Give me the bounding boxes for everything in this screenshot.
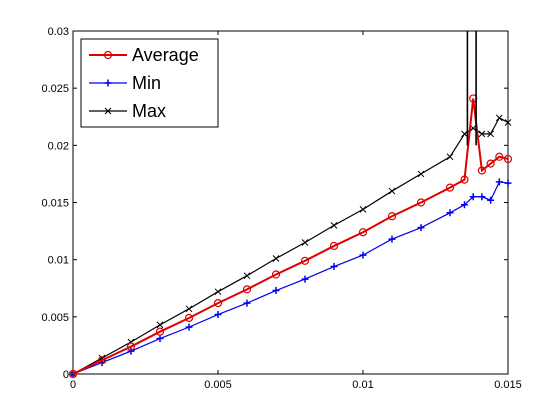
data-point-average: [445, 183, 455, 192]
data-point-max: [417, 170, 425, 178]
legend-label-min: Min: [132, 73, 161, 93]
data-point-max: [214, 288, 222, 296]
x-axis: 0 0.005 0.01 0.015: [70, 31, 522, 391]
data-point-average: [271, 270, 281, 279]
data-point-max: [359, 206, 367, 213]
data-point-average: [184, 313, 194, 323]
data-point-max: [243, 272, 251, 280]
y-tick-label: 0.03: [48, 26, 69, 38]
data-point-average: [486, 159, 495, 168]
data-point-min: [243, 299, 251, 307]
data-point-min: [214, 311, 222, 319]
x-tick-label: 0.005: [204, 379, 232, 391]
data-point-max: [272, 255, 280, 262]
data-point-min: [469, 193, 477, 201]
y-axis: 0 0.005 0.01 0.015 0.02 0.025 0.03: [41, 26, 508, 381]
legend-marker-min: [104, 79, 112, 87]
data-point-average: [503, 154, 513, 164]
legend-marker-average: [103, 50, 113, 60]
data-point-average: [155, 327, 165, 336]
data-point-min: [461, 201, 468, 209]
data-point-max: [487, 130, 494, 138]
data-point-average: [495, 152, 504, 161]
legend-label-max: Max: [132, 101, 166, 121]
data-point-average: [416, 198, 426, 207]
legend-marker-max: [104, 107, 112, 115]
data-point-max: [388, 187, 396, 195]
data-point-min: [446, 209, 454, 217]
data-point-average: [460, 175, 469, 184]
data-point-average: [242, 285, 252, 294]
data-point-average: [213, 299, 223, 308]
data-point-max: [330, 222, 338, 229]
y-tick-label: 0.015: [41, 198, 69, 210]
data-point-max: [461, 130, 468, 138]
data-point-min: [478, 193, 486, 201]
data-point-min: [495, 178, 503, 186]
data-point-max: [446, 153, 454, 161]
y-tick-label: 0.02: [48, 140, 69, 152]
series-layer: [68, 31, 513, 379]
data-point-min: [359, 251, 367, 259]
data-point-min: [301, 275, 309, 283]
legend: Average Min Max: [80, 38, 219, 128]
data-point-average: [387, 212, 397, 221]
x-tick-label: 0.01: [352, 379, 373, 391]
y-tick-label: 0.025: [41, 83, 69, 95]
data-point-max: [495, 114, 503, 122]
data-point-max: [156, 321, 164, 329]
data-point-min: [504, 179, 512, 187]
data-point-max: [478, 130, 486, 138]
data-point-min: [156, 335, 164, 343]
y-tick-label: 0.01: [48, 255, 69, 267]
data-point-min: [417, 224, 425, 232]
data-point-average: [97, 356, 107, 365]
data-point-max: [504, 119, 512, 126]
data-point-average: [68, 369, 78, 379]
data-point-min: [487, 196, 495, 204]
data-point-min: [272, 287, 280, 295]
data-point-min: [330, 263, 338, 271]
data-point-average: [300, 256, 310, 265]
data-point-average: [477, 166, 486, 175]
data-point-max: [185, 305, 193, 313]
data-point-average: [358, 228, 368, 237]
series-average: [68, 94, 513, 379]
x-tick-label: 0: [70, 379, 76, 391]
data-point-min: [388, 235, 396, 243]
series-min: [69, 178, 512, 378]
data-point-max: [301, 239, 309, 246]
y-tick-label: 0: [63, 369, 69, 381]
y-tick-label: 0.005: [41, 312, 69, 324]
data-point-average: [329, 241, 339, 251]
data-point-min: [185, 323, 193, 331]
legend-label-average: Average: [132, 45, 199, 65]
series-line-average: [72, 98, 509, 375]
data-point-min: [127, 347, 135, 355]
data-point-average: [126, 342, 136, 351]
x-tick-label: 0.015: [494, 379, 522, 391]
